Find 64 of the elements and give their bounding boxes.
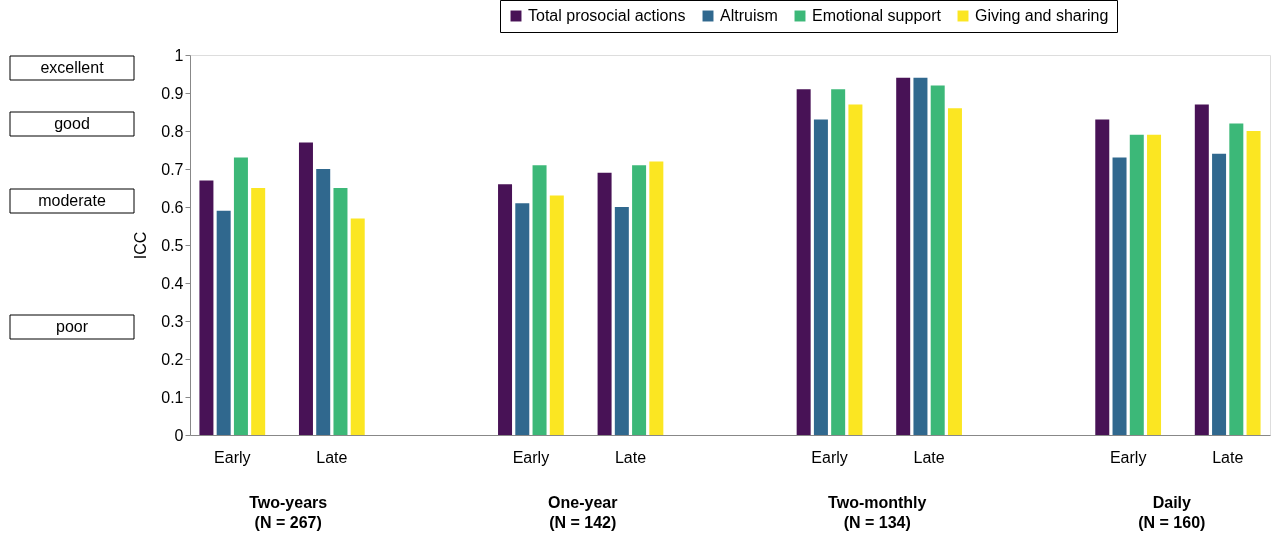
y-tick-label: 0: [174, 426, 184, 444]
x-tick-label: Early: [811, 448, 848, 466]
text: good: [54, 115, 90, 132]
y-tick-label: 0.5: [161, 236, 184, 254]
bar: [316, 169, 331, 435]
bar: [813, 119, 828, 435]
x-tick-label: Early: [512, 448, 550, 466]
x-tick-label: Early: [214, 448, 251, 466]
bar: [632, 165, 647, 435]
x-tick-label: Late: [1212, 448, 1244, 466]
text: Two-monthly (N = 134): [828, 494, 927, 531]
bar: [251, 188, 266, 435]
bar: [1095, 119, 1110, 435]
bar: [597, 172, 612, 435]
bar: [333, 188, 348, 435]
y-tick-label: 0.7: [161, 160, 184, 178]
bar: [532, 165, 547, 435]
y-tick-label: 0.9: [161, 84, 184, 102]
bar: [233, 157, 248, 435]
bar: [498, 184, 513, 435]
text: One-year (N = 142): [548, 494, 618, 531]
bar: [930, 85, 945, 435]
legend-label: Altruism: [720, 7, 778, 24]
bar: [831, 89, 846, 435]
y-tick-label: 0.8: [161, 122, 184, 140]
legend-label: Total prosocial actions: [528, 7, 686, 24]
x-tick-label: Late: [316, 448, 348, 466]
text: excellent: [40, 59, 105, 76]
y-tick-label: 0.3: [161, 312, 184, 330]
legend-label: Giving and sharing: [975, 7, 1109, 24]
x-tick-label: Late: [913, 448, 945, 466]
bar: [947, 108, 962, 435]
bar: [1246, 131, 1261, 435]
bar: [216, 210, 231, 435]
text: Daily (N = 160): [1138, 494, 1206, 531]
bar: [515, 203, 530, 435]
bar: [549, 195, 564, 435]
bar: [350, 218, 365, 435]
x-tick-label: Late: [614, 448, 647, 466]
legend-label: Emotional support: [812, 7, 942, 24]
y-tick-label: 0.4: [161, 274, 184, 292]
bar: [896, 77, 911, 435]
bar: [298, 142, 313, 435]
bar: [1229, 123, 1244, 435]
bar: [649, 161, 664, 435]
bar: [1147, 134, 1162, 435]
bar: [199, 180, 214, 435]
y-axis-title: ICC: [132, 231, 150, 260]
text: Two-years (N = 267): [249, 494, 328, 531]
bar: [796, 89, 811, 435]
bar: [614, 207, 629, 435]
y-tick-label: 0.2: [161, 350, 184, 368]
x-tick-label: Early: [1109, 448, 1147, 466]
text: moderate: [38, 192, 106, 209]
y-tick-label: 1: [174, 46, 184, 64]
text: poor: [55, 318, 89, 335]
bar: [1129, 134, 1144, 435]
bar: [1112, 157, 1127, 435]
y-tick-label: 0.6: [161, 198, 184, 216]
y-tick-label: 0.1: [161, 388, 184, 406]
bar: [848, 104, 863, 435]
bar: [913, 77, 928, 435]
bar: [1212, 153, 1227, 435]
bar: [1194, 104, 1209, 435]
